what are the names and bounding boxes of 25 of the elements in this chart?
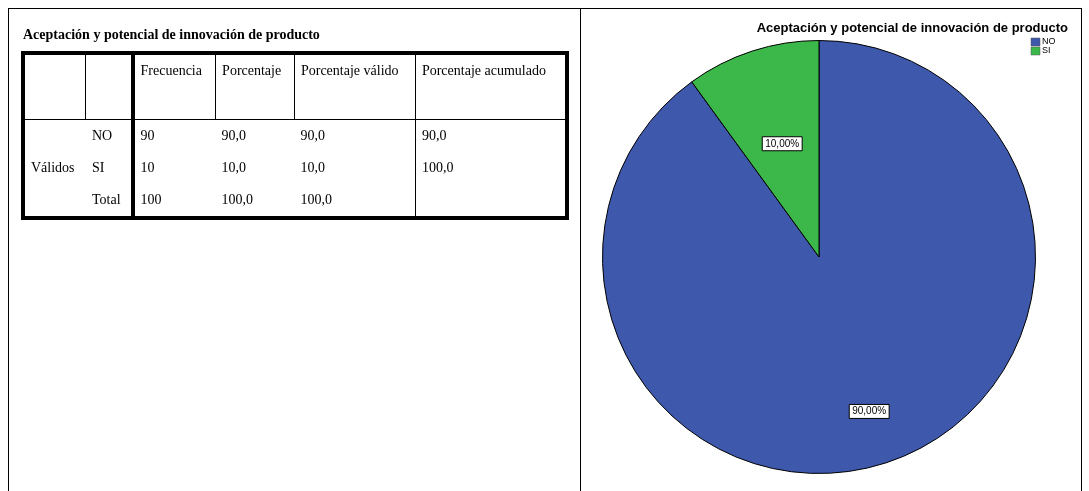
text: 100 [140, 192, 162, 207]
category-label: Porcentaje [215, 53, 295, 120]
text: Aceptación y potencial de innovación de producto [23, 27, 321, 43]
text: 100,0 [221, 192, 254, 207]
text: 90,0 [221, 128, 247, 143]
legend-label: SI [1042, 45, 1051, 56]
category-label: Frecuencia [132, 53, 216, 120]
data-label: 10,00% [765, 137, 800, 149]
category-label: Porcentaje acumulado [415, 53, 567, 120]
data-label: 90,00% [852, 405, 887, 417]
text: 100,0 [421, 160, 454, 175]
legend-label: NO [1042, 36, 1056, 47]
category-label: SI [91, 160, 105, 175]
text: 10,0 [300, 160, 325, 175]
text: 90,0 [300, 128, 325, 143]
category-label: Porcentaje válido [294, 53, 416, 120]
chart-title: Aceptación y potencial de innovación de producto [756, 20, 1069, 36]
category-label: Total [91, 192, 121, 207]
text: 10,0 [221, 160, 247, 175]
text: 10 [140, 160, 155, 175]
text: 90 [140, 128, 155, 143]
text: 90,0 [421, 128, 447, 143]
text: 100,0 [300, 192, 332, 207]
text: Válidos [30, 159, 76, 177]
category-label: NO [91, 128, 113, 143]
